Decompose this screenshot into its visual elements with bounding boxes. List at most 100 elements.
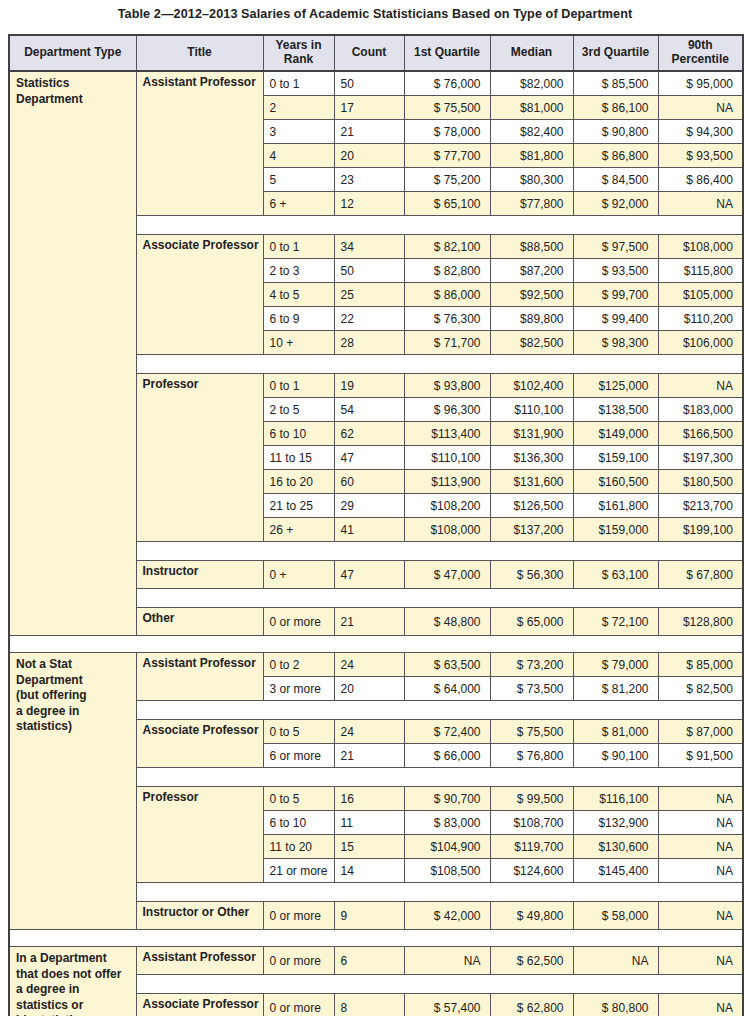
median-cell: $ 75,500 <box>490 720 573 744</box>
median-cell: $ 62,800 <box>490 994 573 1016</box>
salaries-table: Department TypeTitleYears in RankCount1s… <box>8 34 744 1016</box>
years-in-rank-cell: 11 to 20 <box>263 835 334 859</box>
median-cell: $82,500 <box>490 331 573 355</box>
count-cell: 28 <box>334 331 404 355</box>
group-spacer-cell <box>136 542 743 561</box>
first-quartile-cell: $ 93,800 <box>404 374 490 398</box>
median-cell: $108,700 <box>490 811 573 835</box>
median-cell: $77,800 <box>490 192 573 216</box>
table-body: Statistics DepartmentAssistant Professor… <box>9 71 743 1016</box>
years-in-rank-cell: 2 to 3 <box>263 259 334 283</box>
first-quartile-cell: $113,400 <box>404 422 490 446</box>
years-in-rank-cell: 6 to 10 <box>263 811 334 835</box>
third-quartile-cell: $ 99,400 <box>573 307 658 331</box>
table-title: Table 2—2012–2013 Salaries of Academic S… <box>0 7 750 21</box>
median-cell: $ 62,500 <box>490 947 573 975</box>
first-quartile-cell: $108,500 <box>404 859 490 883</box>
ninetieth-percentile-cell: NA <box>658 835 743 859</box>
column-header: Count <box>334 35 404 71</box>
years-in-rank-cell: 21 or more <box>263 859 334 883</box>
count-cell: 6 <box>334 947 404 975</box>
years-in-rank-cell: 2 to 5 <box>263 398 334 422</box>
years-in-rank-cell: 0 to 5 <box>263 720 334 744</box>
count-cell: 24 <box>334 653 404 677</box>
count-cell: 9 <box>334 902 404 930</box>
ninetieth-percentile-cell: $ 93,500 <box>658 144 743 168</box>
third-quartile-cell: $ 81,200 <box>573 677 658 701</box>
years-in-rank-cell: 0 + <box>263 561 334 589</box>
third-quartile-cell: $125,000 <box>573 374 658 398</box>
first-quartile-cell: $ 78,000 <box>404 120 490 144</box>
ninetieth-percentile-cell: $115,800 <box>658 259 743 283</box>
ninetieth-percentile-cell: NA <box>658 947 743 975</box>
third-quartile-cell: $ 63,100 <box>573 561 658 589</box>
department-spacer-row <box>9 636 743 653</box>
years-in-rank-cell: 0 to 5 <box>263 787 334 811</box>
count-cell: 17 <box>334 96 404 120</box>
years-in-rank-cell: 0 to 1 <box>263 235 334 259</box>
third-quartile-cell: $ 97,500 <box>573 235 658 259</box>
department-spacer-row <box>9 930 743 947</box>
count-cell: 8 <box>334 994 404 1016</box>
median-cell: $82,000 <box>490 71 573 96</box>
title-cell: Assistant Professor <box>136 947 263 975</box>
first-quartile-cell: $ 48,800 <box>404 608 490 636</box>
count-cell: 54 <box>334 398 404 422</box>
median-cell: $136,300 <box>490 446 573 470</box>
ninetieth-percentile-cell: $213,700 <box>658 494 743 518</box>
ninetieth-percentile-cell: $ 85,000 <box>658 653 743 677</box>
third-quartile-cell: $ 90,100 <box>573 744 658 768</box>
title-cell: Instructor <box>136 561 263 589</box>
median-cell: $ 73,200 <box>490 653 573 677</box>
first-quartile-cell: $ 72,400 <box>404 720 490 744</box>
column-header: 3rd Quartile <box>573 35 658 71</box>
first-quartile-cell: $ 57,400 <box>404 994 490 1016</box>
first-quartile-cell: $108,000 <box>404 518 490 542</box>
third-quartile-cell: $145,400 <box>573 859 658 883</box>
ninetieth-percentile-cell: $105,000 <box>658 283 743 307</box>
third-quartile-cell: $ 86,100 <box>573 96 658 120</box>
first-quartile-cell: $ 63,500 <box>404 653 490 677</box>
median-cell: $81,800 <box>490 144 573 168</box>
median-cell: $92,500 <box>490 283 573 307</box>
group-spacer-cell <box>136 883 743 902</box>
third-quartile-cell: $ 85,500 <box>573 71 658 96</box>
ninetieth-percentile-cell: NA <box>658 374 743 398</box>
count-cell: 24 <box>334 720 404 744</box>
ninetieth-percentile-cell: $180,500 <box>658 470 743 494</box>
third-quartile-cell: $ 93,500 <box>573 259 658 283</box>
title-cell: Professor <box>136 374 263 542</box>
count-cell: 19 <box>334 374 404 398</box>
median-cell: $87,200 <box>490 259 573 283</box>
count-cell: 20 <box>334 677 404 701</box>
years-in-rank-cell: 5 <box>263 168 334 192</box>
title-cell: Assistant Professor <box>136 653 263 701</box>
count-cell: 21 <box>334 120 404 144</box>
group-spacer-cell <box>136 355 743 374</box>
department-type-cell: In a Department that does not offer a de… <box>9 947 136 1016</box>
years-in-rank-cell: 3 <box>263 120 334 144</box>
count-cell: 22 <box>334 307 404 331</box>
group-spacer-cell <box>136 216 743 235</box>
median-cell: $89,800 <box>490 307 573 331</box>
ninetieth-percentile-cell: NA <box>658 902 743 930</box>
column-header: Department Type <box>9 35 136 71</box>
ninetieth-percentile-cell: NA <box>658 192 743 216</box>
ninetieth-percentile-cell: $ 95,000 <box>658 71 743 96</box>
group-spacer-cell <box>136 701 743 720</box>
third-quartile-cell: $159,100 <box>573 446 658 470</box>
years-in-rank-cell: 6 or more <box>263 744 334 768</box>
median-cell: $ 99,500 <box>490 787 573 811</box>
median-cell: $82,400 <box>490 120 573 144</box>
department-type-cell: Statistics Department <box>9 71 136 636</box>
count-cell: 50 <box>334 259 404 283</box>
years-in-rank-cell: 0 to 2 <box>263 653 334 677</box>
median-cell: $ 73,500 <box>490 677 573 701</box>
median-cell: $88,500 <box>490 235 573 259</box>
first-quartile-cell: $ 66,000 <box>404 744 490 768</box>
count-cell: 29 <box>334 494 404 518</box>
ninetieth-percentile-cell: $ 67,800 <box>658 561 743 589</box>
count-cell: 15 <box>334 835 404 859</box>
first-quartile-cell: $ 76,000 <box>404 71 490 96</box>
third-quartile-cell: $ 90,800 <box>573 120 658 144</box>
